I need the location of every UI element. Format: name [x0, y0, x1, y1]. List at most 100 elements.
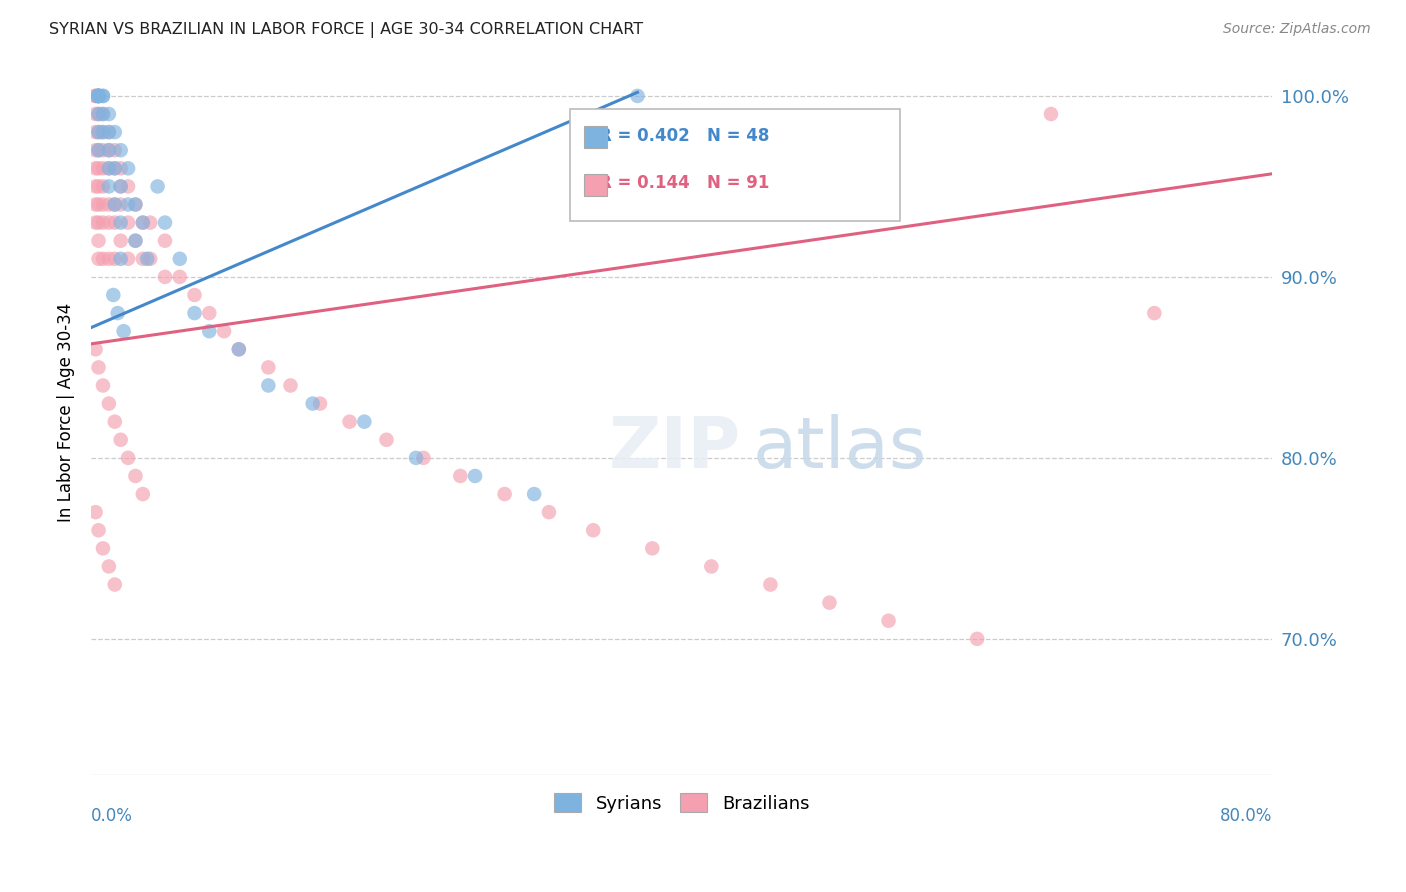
Point [132, 216, 155, 230]
Point [700, 559, 723, 574]
Point [84, 107, 107, 121]
Point [91, 143, 114, 157]
Point [87, 523, 110, 537]
Point [87, 89, 110, 103]
Point [132, 487, 155, 501]
Text: SYRIAN VS BRAZILIAN IN LABOR FORCE | AGE 30-34 CORRELATION CHART: SYRIAN VS BRAZILIAN IN LABOR FORCE | AGE… [49, 22, 644, 38]
Point [641, 541, 664, 556]
Point [110, 179, 132, 194]
Point [1143, 306, 1166, 320]
Point [84, 216, 107, 230]
Legend: Syrians, Brazilians: Syrians, Brazilians [547, 786, 817, 820]
Point [110, 179, 132, 194]
Point [103, 288, 125, 302]
Point [87, 234, 110, 248]
Point [117, 252, 139, 266]
Point [146, 179, 169, 194]
Point [91, 541, 114, 556]
Point [339, 415, 361, 429]
Text: 0.0%: 0.0% [91, 807, 134, 825]
Point [97, 125, 120, 139]
Point [104, 252, 127, 266]
Point [87, 143, 110, 157]
Point [84, 161, 107, 176]
Point [84, 179, 107, 194]
Point [87, 360, 110, 375]
Point [124, 234, 146, 248]
Point [91, 125, 114, 139]
Point [97, 161, 120, 176]
Point [494, 487, 516, 501]
FancyBboxPatch shape [583, 175, 607, 196]
Point [104, 216, 127, 230]
Point [97, 216, 120, 230]
Point [91, 252, 114, 266]
Point [91, 179, 114, 194]
Point [84, 197, 107, 211]
Point [87, 89, 110, 103]
Point [97, 396, 120, 410]
Point [84, 89, 107, 103]
Point [110, 216, 132, 230]
Point [1040, 107, 1063, 121]
Point [117, 161, 139, 176]
Point [112, 324, 135, 338]
Point [87, 89, 110, 103]
Point [91, 107, 114, 121]
Point [84, 89, 107, 103]
Point [228, 343, 250, 357]
Point [87, 89, 110, 103]
Point [84, 343, 107, 357]
Point [169, 252, 191, 266]
Point [97, 143, 120, 157]
Point [84, 143, 107, 157]
Point [84, 89, 107, 103]
Point [87, 125, 110, 139]
Point [97, 559, 120, 574]
Point [110, 197, 132, 211]
Point [966, 632, 988, 646]
Point [301, 396, 323, 410]
Point [91, 378, 114, 392]
Point [91, 197, 114, 211]
Text: R = 0.144   N = 91: R = 0.144 N = 91 [599, 174, 769, 192]
Point [87, 89, 110, 103]
Point [110, 234, 132, 248]
Text: Source: ZipAtlas.com: Source: ZipAtlas.com [1223, 22, 1371, 37]
Point [104, 161, 127, 176]
Point [117, 197, 139, 211]
Point [104, 415, 127, 429]
Point [523, 487, 546, 501]
Point [412, 450, 434, 465]
Point [97, 161, 120, 176]
Point [110, 143, 132, 157]
Point [280, 378, 302, 392]
Point [139, 216, 162, 230]
Point [818, 596, 841, 610]
Point [153, 234, 176, 248]
Point [183, 288, 205, 302]
Point [97, 197, 120, 211]
Point [91, 107, 114, 121]
Text: R = 0.402   N = 48: R = 0.402 N = 48 [599, 127, 769, 145]
Point [104, 197, 127, 211]
Point [228, 343, 250, 357]
Text: atlas: atlas [752, 414, 927, 483]
Point [198, 324, 221, 338]
Point [91, 125, 114, 139]
Point [87, 197, 110, 211]
Point [104, 143, 127, 157]
FancyBboxPatch shape [569, 109, 900, 221]
Point [97, 179, 120, 194]
Point [97, 143, 120, 157]
Point [97, 125, 120, 139]
Point [104, 161, 127, 176]
Point [87, 161, 110, 176]
Point [91, 216, 114, 230]
Point [84, 505, 107, 519]
Point [375, 433, 398, 447]
Point [87, 216, 110, 230]
Point [759, 577, 782, 591]
Point [97, 107, 120, 121]
Point [87, 125, 110, 139]
